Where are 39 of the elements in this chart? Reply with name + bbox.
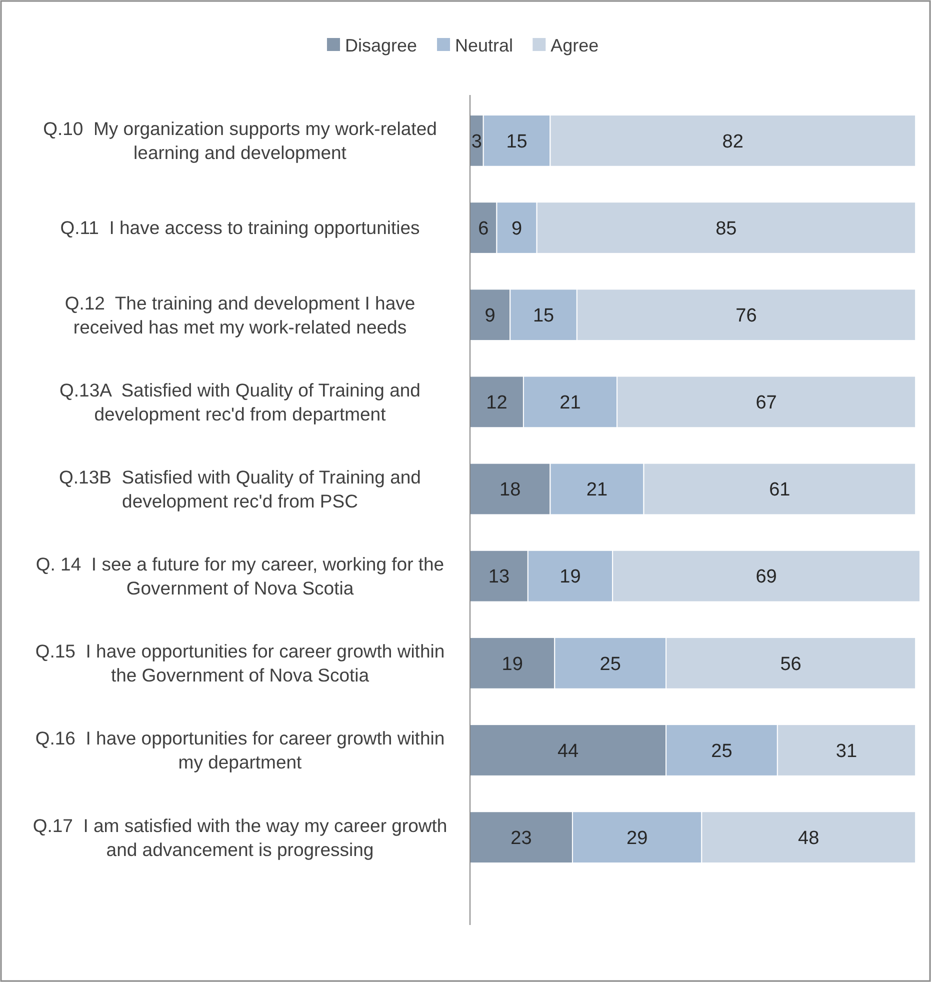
data-label: 56 xyxy=(780,654,802,675)
data-label: 3 xyxy=(471,131,482,152)
data-label: 6 xyxy=(478,218,489,240)
data-label: 12 xyxy=(486,392,508,414)
data-label: 31 xyxy=(836,740,858,762)
data-label: 9 xyxy=(511,218,522,240)
data-label: 21 xyxy=(560,392,581,414)
data-label: 18 xyxy=(500,480,521,501)
data-label: 82 xyxy=(722,131,744,152)
data-label: 69 xyxy=(756,566,777,588)
legend-label: Neutral xyxy=(455,35,514,56)
data-label: 29 xyxy=(626,828,648,849)
data-label: 9 xyxy=(484,305,496,326)
legend-label: Agree xyxy=(550,35,599,56)
y-tick-label: Q.16 I have opportunities for career growth within my department xyxy=(35,728,445,773)
data-label: 23 xyxy=(510,828,532,849)
data-label: 25 xyxy=(711,740,732,762)
y-tick-label: Q.13A Satisfied with Quality of Training and development rec'd from department xyxy=(60,379,420,424)
y-tick-label: Q.10 My organization supports my work-related learning and development xyxy=(43,118,437,164)
data-label: 61 xyxy=(769,480,790,501)
data-label: 76 xyxy=(736,305,757,326)
legend-label: Disagree xyxy=(344,35,418,56)
data-label: 25 xyxy=(600,654,621,675)
data-label: 48 xyxy=(798,828,820,849)
data-label: 67 xyxy=(756,392,777,414)
y-tick-label: Q.13B Satisfied with Quality of Training and development rec'd from PSC xyxy=(59,466,421,512)
y-tick-label: Q. 14 I see a future for my career, working for the Government of Nova Scotia xyxy=(36,554,444,599)
data-label: 19 xyxy=(560,566,581,588)
data-label: 21 xyxy=(586,480,608,501)
data-label: 13 xyxy=(488,566,510,588)
data-label: 15 xyxy=(506,131,528,152)
data-label: 15 xyxy=(532,305,554,326)
data-label: 85 xyxy=(716,218,737,240)
y-tick-label: Q.11 I have access to training opportunities xyxy=(60,217,420,238)
y-tick-label: Q.12 The training and development I have received has met my work-related needs xyxy=(64,292,416,338)
y-tick-label: Q.17 I am satisfied with the way my career growth and advancement is progressing xyxy=(32,814,448,860)
y-tick-label: Q.15 I have opportunities for career growth within the Government of Nova Scotia xyxy=(35,640,445,686)
data-label: 44 xyxy=(557,740,580,762)
data-label: 19 xyxy=(502,654,523,675)
